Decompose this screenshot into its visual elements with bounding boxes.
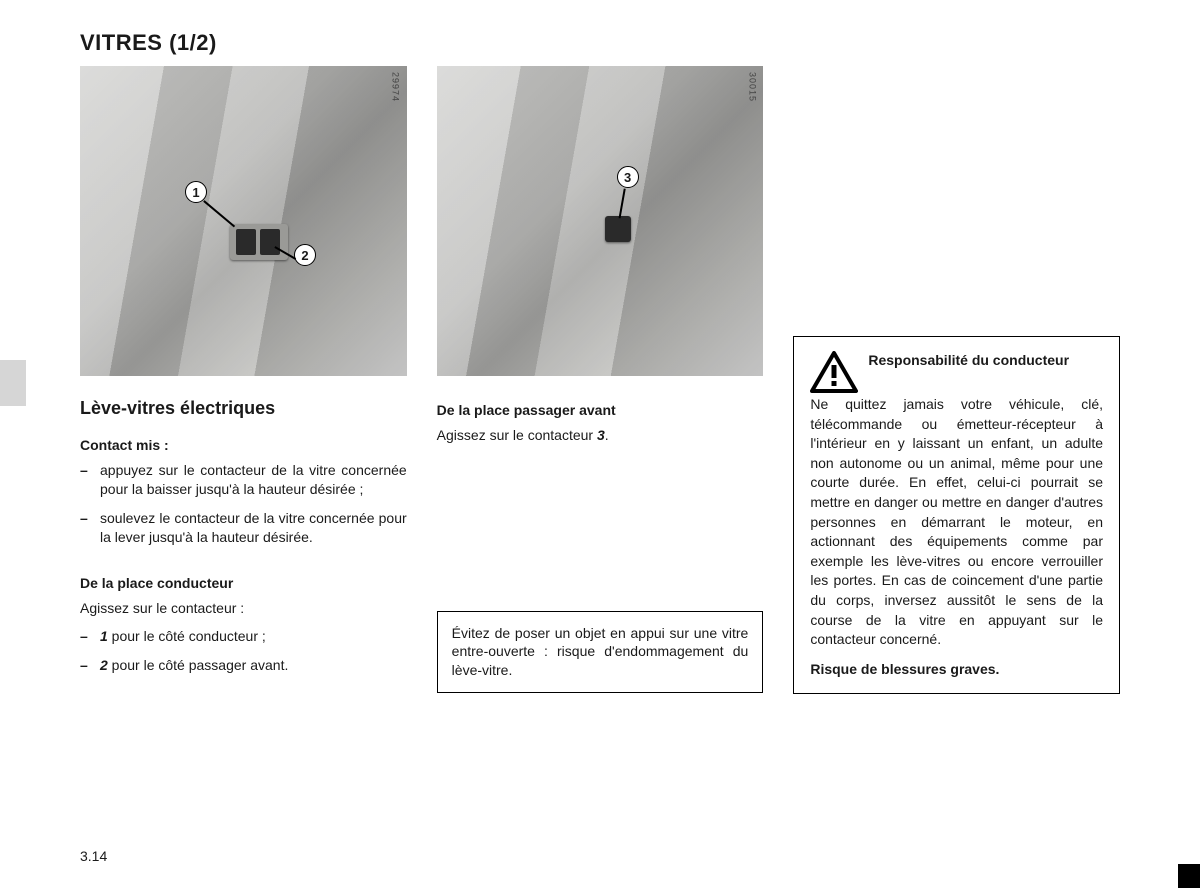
content-columns: 29974 1 2 Lève-vitres électriques Contac…	[80, 66, 1120, 699]
leader-line	[619, 189, 626, 219]
spacer	[793, 66, 1120, 296]
callout-3: 3	[617, 166, 639, 188]
ref-number: 2	[100, 657, 108, 673]
section-heading: Lève-vitres électriques	[80, 398, 407, 419]
text: Agissez sur le contacteur	[437, 427, 597, 443]
list-item: 1 pour le côté conducteur ;	[80, 627, 407, 646]
column-2: 30015 3 De la place passager avant Agiss…	[437, 66, 764, 699]
page-number: 3.14	[80, 848, 107, 864]
list-text: pour le côté passager avant.	[108, 657, 289, 673]
figure-passenger-switch: 30015 3	[437, 66, 764, 376]
leader-line	[204, 200, 236, 227]
warning-icon	[810, 351, 858, 395]
switch-button-1	[236, 229, 256, 255]
ref-number: 3	[597, 427, 605, 443]
note-box: Évitez de poser un objet en appui sur un…	[437, 611, 764, 694]
sub-heading: Contact mis :	[80, 437, 407, 453]
ref-number: 1	[100, 628, 108, 644]
warning-title: Responsabilité du conducteur	[868, 351, 1069, 371]
callout-2: 2	[294, 244, 316, 266]
warning-head-text: Responsabilité du conducteur	[868, 351, 1069, 371]
list-item: 2 pour le côté passager avant.	[80, 656, 407, 675]
instruction-list: 1 pour le côté conducteur ; 2 pour le cô…	[80, 627, 407, 685]
text: .	[605, 427, 609, 443]
figure-driver-switches: 29974 1 2	[80, 66, 407, 376]
column-1: 29974 1 2 Lève-vitres électriques Contac…	[80, 66, 407, 699]
paragraph: Agissez sur le contacteur 3.	[437, 426, 764, 445]
figure-code: 29974	[391, 72, 401, 102]
figure-code: 30015	[747, 72, 757, 102]
page-title: VITRES (1/2)	[80, 30, 1120, 56]
sub-heading: De la place conducteur	[80, 575, 407, 591]
switch-button-3	[605, 216, 631, 242]
list-text: pour le côté conducteur ;	[108, 628, 266, 644]
warning-header: Responsabilité du conducteur	[810, 351, 1103, 395]
sub-heading: De la place passager avant	[437, 402, 764, 418]
warning-body: Ne quittez jamais votre véhicule, clé, t…	[810, 395, 1103, 650]
list-item: appuyez sur le contacteur de la vitre co…	[80, 461, 407, 499]
page: VITRES (1/2) 29974 1 2 Lève-vitres élect…	[0, 0, 1200, 888]
column-3: Responsabilité du conducteur Ne quittez …	[793, 66, 1120, 699]
switch-button-2	[260, 229, 280, 255]
list-item: soulevez le contacteur de la vitre conce…	[80, 509, 407, 547]
warning-box: Responsabilité du conducteur Ne quittez …	[793, 336, 1120, 694]
note-text: Évitez de poser un objet en appui sur un…	[452, 625, 749, 679]
instruction-list: appuyez sur le contacteur de la vitre co…	[80, 461, 407, 557]
paragraph: Agissez sur le contacteur :	[80, 599, 407, 618]
warning-risk: Risque de blessures graves.	[810, 660, 1103, 680]
switch-panel	[230, 224, 288, 260]
